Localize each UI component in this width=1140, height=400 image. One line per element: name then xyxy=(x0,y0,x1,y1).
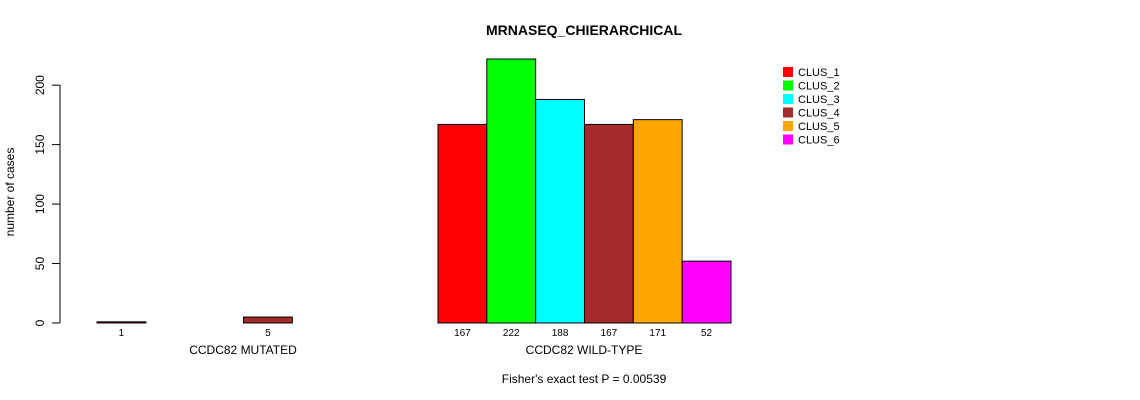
count-label: 167 xyxy=(601,328,618,339)
bar-wild-type-clus-1 xyxy=(437,123,488,324)
y-tick-label: 100 xyxy=(33,194,47,214)
y-tick-label: 50 xyxy=(33,257,47,271)
fisher-test-footnote: Fisher's exact test P = 0.00539 xyxy=(502,372,667,386)
count-label: 5 xyxy=(265,328,271,339)
legend-label: CLUS_6 xyxy=(798,135,840,147)
count-label: 167 xyxy=(454,328,471,339)
bar-wild-type-clus-4 xyxy=(583,123,634,324)
bars xyxy=(96,58,732,324)
y-tick-label: 0 xyxy=(33,319,47,326)
bar-mutated-clus-1 xyxy=(96,321,147,324)
count-label: 1 xyxy=(119,328,125,339)
legend-label: CLUS_1 xyxy=(798,67,840,79)
legend-label: CLUS_4 xyxy=(798,108,840,120)
legend-swatch-clus-4 xyxy=(783,107,793,118)
bar-wild-type-clus-3 xyxy=(535,98,585,324)
bar-wild-type-clus-6 xyxy=(681,260,732,324)
count-label: 188 xyxy=(552,328,569,339)
count-label: 52 xyxy=(701,328,713,339)
chart-title: MRNASEQ_CHIERARCHICAL xyxy=(486,22,682,38)
bar-mutated-clus-4 xyxy=(242,316,293,324)
group-label-wild-type: CCDC82 WILD-TYPE xyxy=(526,343,643,357)
y-tick-label: 150 xyxy=(33,134,47,154)
legend-label: CLUS_3 xyxy=(798,94,840,106)
bar-wild-type-clus-5 xyxy=(632,119,683,324)
legend-label: CLUS_2 xyxy=(798,81,840,93)
legend-swatch-clus-1 xyxy=(783,67,793,77)
y-axis: 0 50 100 150 200 xyxy=(33,75,61,326)
bar-wild-type-clus-2 xyxy=(486,58,537,324)
legend-swatch-clus-2 xyxy=(783,80,793,91)
y-tick-label: 200 xyxy=(33,75,47,95)
count-labels: 1 5 167 222 188 167 171 52 xyxy=(119,328,713,339)
legend-swatch-clus-6 xyxy=(783,134,793,145)
y-axis-label: number of cases xyxy=(3,148,17,237)
count-label: 222 xyxy=(503,328,520,339)
legend-swatch-clus-3 xyxy=(783,94,793,104)
legend-label: CLUS_5 xyxy=(798,121,840,133)
count-label: 171 xyxy=(649,328,666,339)
group-label-mutated: CCDC82 MUTATED xyxy=(189,343,297,357)
legend-swatch-clus-5 xyxy=(783,121,793,131)
